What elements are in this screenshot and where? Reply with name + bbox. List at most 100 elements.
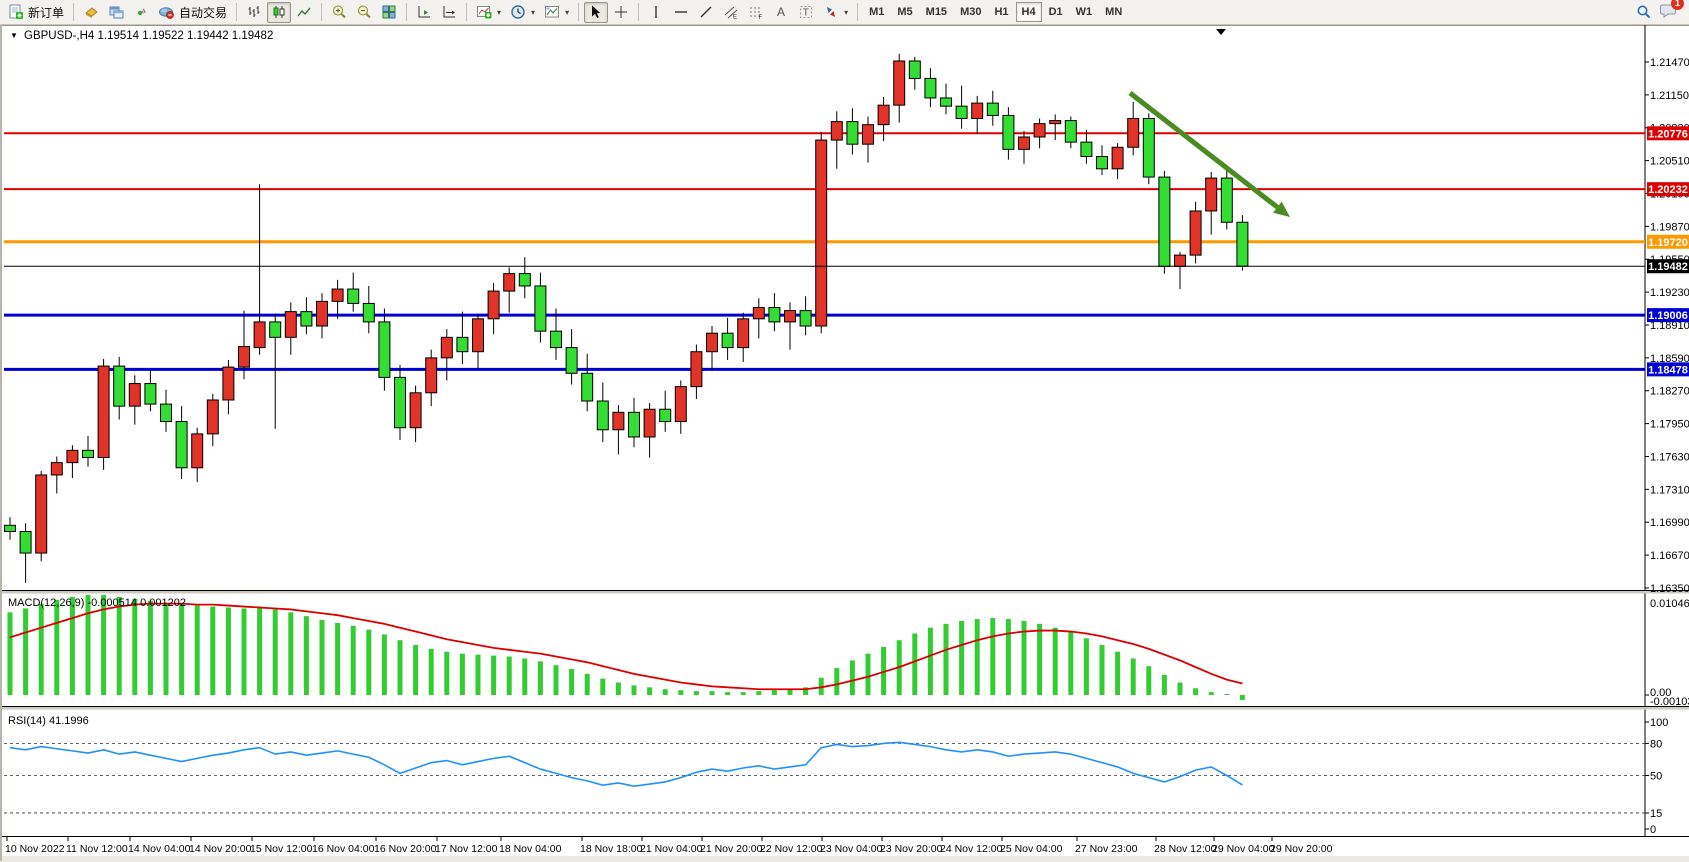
timeframe-h4[interactable]: H4 (1015, 2, 1042, 22)
template-icon (545, 6, 560, 18)
macd-histogram-bar (179, 604, 185, 695)
equidistant-channel-button[interactable]: E (719, 2, 743, 23)
chart-profile-button[interactable] (79, 2, 103, 23)
candle-bull (1189, 210, 1202, 256)
macd-histogram-bar (1177, 682, 1183, 695)
bar-chart-button[interactable] (242, 2, 266, 23)
candle-bear (768, 307, 781, 323)
pane-splitter[interactable] (2, 591, 1689, 594)
timeframe-d1[interactable]: D1 (1048, 6, 1063, 18)
fibonacci-button[interactable]: F (744, 2, 768, 23)
time-label: 23 Nov 04:00 (820, 843, 883, 855)
periods-button[interactable]: ▾ (506, 2, 539, 23)
macd-histogram-bar (834, 668, 840, 695)
time-label: 18 Nov 04:00 (499, 843, 562, 855)
signals-button[interactable] (129, 2, 153, 23)
candle-bear (378, 321, 391, 378)
candle-bull (425, 357, 438, 394)
candle-bear (1220, 177, 1233, 223)
timeframe-m30[interactable]: M30 (960, 6, 982, 18)
macd-histogram-bar (912, 633, 918, 695)
candle-bear (144, 383, 157, 405)
svg-text:A: A (777, 5, 785, 19)
templates-button[interactable]: ▾ (540, 2, 573, 23)
macd-histogram-bar (491, 655, 497, 695)
macd-histogram-bar (725, 692, 731, 695)
arrows-button[interactable]: ▾ (819, 2, 852, 23)
toolbar-right: 1 (1636, 0, 1685, 23)
timeframe-m15[interactable]: M15 (925, 6, 948, 18)
candle-bear (394, 376, 406, 429)
zoom-in-button[interactable] (327, 2, 351, 23)
notification-badge: 1 (1671, 0, 1684, 10)
macd-histogram-bar (69, 596, 75, 695)
level-line-1.19720-axis-label (1647, 234, 1689, 249)
trend-arrow-head[interactable] (1273, 201, 1290, 217)
candle-bear (596, 400, 609, 431)
time-label: 14 Nov 20:00 (189, 843, 252, 855)
macd-histogram-bar (1052, 627, 1058, 695)
candle-bull (284, 311, 297, 338)
text-label-button[interactable]: T (794, 2, 818, 23)
macd-axis-min: -0.001037 (1650, 696, 1689, 708)
vertical-line-button[interactable] (644, 2, 668, 23)
horizontal-line-button[interactable] (669, 2, 693, 23)
zoom-out-button[interactable] (352, 2, 376, 23)
time-label: 10 Nov 2022 (5, 843, 65, 855)
cursor-button[interactable] (584, 1, 609, 23)
timeframe-w1[interactable]: W1 (1075, 6, 1093, 18)
chart-shift-button[interactable] (437, 2, 461, 23)
window-bottom-edge (2, 856, 1689, 861)
candle-bull (674, 386, 687, 423)
timeframe-h1[interactable]: H1 (994, 6, 1009, 18)
macd-histogram-bar (7, 612, 13, 695)
candle-bull (1018, 136, 1030, 150)
candle-bull (316, 300, 328, 327)
macd-histogram-bar (428, 648, 434, 695)
candlestick-chart-button[interactable] (267, 1, 292, 23)
indicators-button[interactable]: ▾ (472, 2, 505, 23)
pane-splitter[interactable] (2, 707, 1689, 710)
chart-canvas[interactable]: 1.214701.211501.208301.205101.201901.198… (2, 25, 1689, 861)
toolbar-separator (406, 3, 408, 21)
autotrading-button[interactable]: 自动交易 (154, 2, 231, 23)
candle-bull (1033, 123, 1046, 138)
macd-histogram-bar (818, 677, 824, 695)
macd-histogram-bar (288, 612, 294, 695)
trend-arrow[interactable] (1128, 91, 1279, 210)
macd-label: MACD(12,26,9) -0.000514 0.001202 (8, 597, 186, 609)
candle-bear (362, 302, 375, 323)
candle-bull (128, 383, 141, 407)
chart-shift-marker[interactable] (1216, 29, 1226, 35)
timeframe-m1[interactable]: M1 (869, 6, 885, 18)
notifications-button[interactable]: 1 (1660, 0, 1684, 23)
zoom-out-icon (358, 5, 371, 19)
candlestick-icon (273, 6, 285, 18)
candle-bear (19, 530, 32, 554)
rsi-axis-label: 80 (1650, 738, 1662, 750)
candle-bull (706, 332, 718, 353)
search-icon[interactable] (1636, 4, 1652, 20)
candle-bear (456, 336, 469, 353)
time-label: 29 Nov 20:00 (1270, 843, 1333, 855)
profile-icon (85, 7, 98, 18)
macd-histogram-bar (943, 623, 949, 695)
new-order-button[interactable]: 新订单 (4, 2, 68, 23)
macd-histogram-bar (678, 690, 684, 695)
auto-scroll-button[interactable] (412, 2, 436, 23)
macd-histogram-bar (803, 687, 809, 695)
timeframe-m5[interactable]: M5 (897, 6, 913, 18)
market-watch-button[interactable] (104, 2, 128, 23)
crosshair-button[interactable] (609, 2, 633, 23)
tile-windows-button[interactable] (377, 2, 401, 23)
time-label: 28 Nov 12:00 (1154, 843, 1217, 855)
trendline-button[interactable] (694, 2, 718, 23)
candle-bull (472, 318, 484, 353)
text-button[interactable]: A (769, 2, 793, 23)
candle-bear (347, 288, 360, 304)
timeframe-mn[interactable]: MN (1105, 6, 1123, 18)
symbol-dropdown-icon[interactable]: ▼ (10, 31, 18, 40)
line-chart-button[interactable] (292, 2, 316, 23)
svg-text:1.19720: 1.19720 (1648, 237, 1688, 249)
macd-histogram-bar (631, 685, 637, 695)
